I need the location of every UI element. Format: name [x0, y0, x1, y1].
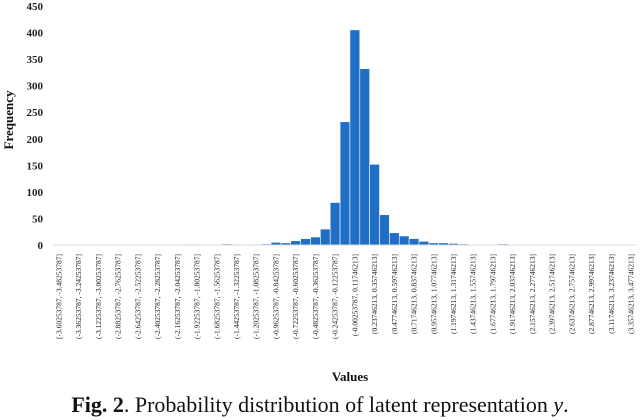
x-tick-label: (-3.12253787, -3.00253787] — [94, 254, 103, 339]
x-tick-label: (1.19746213, 1.31746213] — [449, 254, 458, 334]
bars-layer — [181, 29, 509, 246]
x-tick-label: (-0.00253787, 0.11746213] — [350, 254, 359, 336]
histogram-bar — [398, 235, 410, 246]
caption-variable: y — [553, 392, 564, 417]
y-tick-labels: 0 50 100 150 200 250 300 350 400 450 — [27, 1, 44, 252]
y-tick-label: 0 — [38, 240, 44, 252]
x-tick-label: (-0.72253787, -0.60253787] — [291, 254, 300, 339]
x-tick-label: (-1.20253787, -1.08253787] — [252, 254, 261, 339]
histogram-bar — [379, 214, 390, 246]
caption-label: Fig. 2 — [71, 392, 124, 417]
y-tick-label: 100 — [27, 187, 44, 199]
x-tick-label: (2.15746213, 2.27746213] — [528, 254, 537, 334]
y-tick-label: 150 — [27, 160, 44, 172]
histogram-bar — [320, 228, 331, 246]
histogram-bar — [408, 238, 420, 246]
histogram-bar — [310, 236, 321, 246]
histogram-bar — [359, 68, 370, 246]
histogram-chart: 0 50 100 150 200 250 300 350 400 450 [-3.60253787… — [1, 1, 636, 384]
x-tick-label: (-0.48253787, -0.36253787] — [311, 254, 320, 339]
y-tick-label: 400 — [27, 28, 44, 40]
histogram-bar — [339, 121, 351, 246]
x-tick-label: (-1.44253787, -1.32253787] — [232, 254, 241, 339]
x-tick-label: (-3.36253787, -3.24253787] — [74, 254, 83, 339]
histogram-bar — [389, 232, 400, 246]
x-tick-label: (-2.64253787, -2.52253787] — [133, 254, 142, 339]
y-tick-label: 250 — [27, 107, 44, 119]
histogram-bar — [300, 238, 311, 246]
x-tick-label: (3.11746213, 3.23746213] — [607, 254, 616, 334]
x-tick-label: (2.63746213, 2.75746213] — [567, 254, 576, 334]
caption-end: . — [563, 392, 569, 417]
y-tick-label: 350 — [27, 54, 44, 66]
x-tick-label: (1.91746213, 2.03746213] — [508, 254, 517, 334]
x-tick-labels: [-3.60253787, -3.48253787] (-3.36253787, … — [54, 254, 635, 339]
x-tick-label: (1.43746213, 1.55746213] — [469, 254, 478, 334]
y-tick-label: 50 — [32, 213, 44, 225]
y-tick-label: 450 — [27, 1, 44, 13]
x-tick-label: (1.67746213, 1.79746213] — [488, 254, 497, 334]
x-tick-label: (0.71746213, 0.83746213] — [410, 254, 419, 334]
y-axis-title: Frequency — [1, 90, 16, 149]
histogram-bar — [290, 240, 301, 246]
x-tick-label: (-2.40253787, -2.28253787] — [153, 254, 162, 339]
x-tick-label: (-2.16253787, -2.04253787] — [173, 254, 182, 339]
caption-text: . Probability distribution of latent rep… — [123, 392, 554, 417]
x-tick-label: (-0.96253787, -0.84253787] — [271, 254, 280, 339]
x-tick-label: (2.87746213, 2.99746213] — [587, 254, 596, 334]
x-tick-label: (0.95746213, 1.07746213] — [429, 254, 438, 334]
x-tick-label: (0.47746213, 0.59746213] — [390, 254, 399, 334]
x-tick-label: [-3.60253787, -3.48253787] — [54, 254, 63, 339]
x-tick-label: (-1.68253787, -1.56253787] — [212, 254, 221, 339]
histogram-bar — [349, 29, 361, 246]
histogram-bar — [369, 163, 380, 246]
histogram-bar — [329, 202, 341, 246]
x-tick-label: (-1.92253787, -1.80253787] — [193, 254, 202, 339]
x-tick-label: (0.23746213, 0.35746213] — [370, 254, 379, 334]
figure-caption: Fig. 2. Probability distribution of late… — [0, 392, 640, 418]
x-axis-title: Values — [332, 369, 368, 384]
x-tick-label: (3.35746213, 3.47746213] — [627, 254, 636, 334]
x-tick-label: (-2.88253787, -2.76253787] — [114, 254, 123, 339]
histogram-bar — [418, 240, 430, 246]
y-tick-label: 300 — [27, 81, 44, 93]
x-tick-label: (2.39746213, 2.51746213] — [548, 254, 557, 334]
y-tick-label: 200 — [27, 134, 44, 146]
x-tick-label: (-0.24253787, -0.12253787] — [331, 254, 340, 339]
